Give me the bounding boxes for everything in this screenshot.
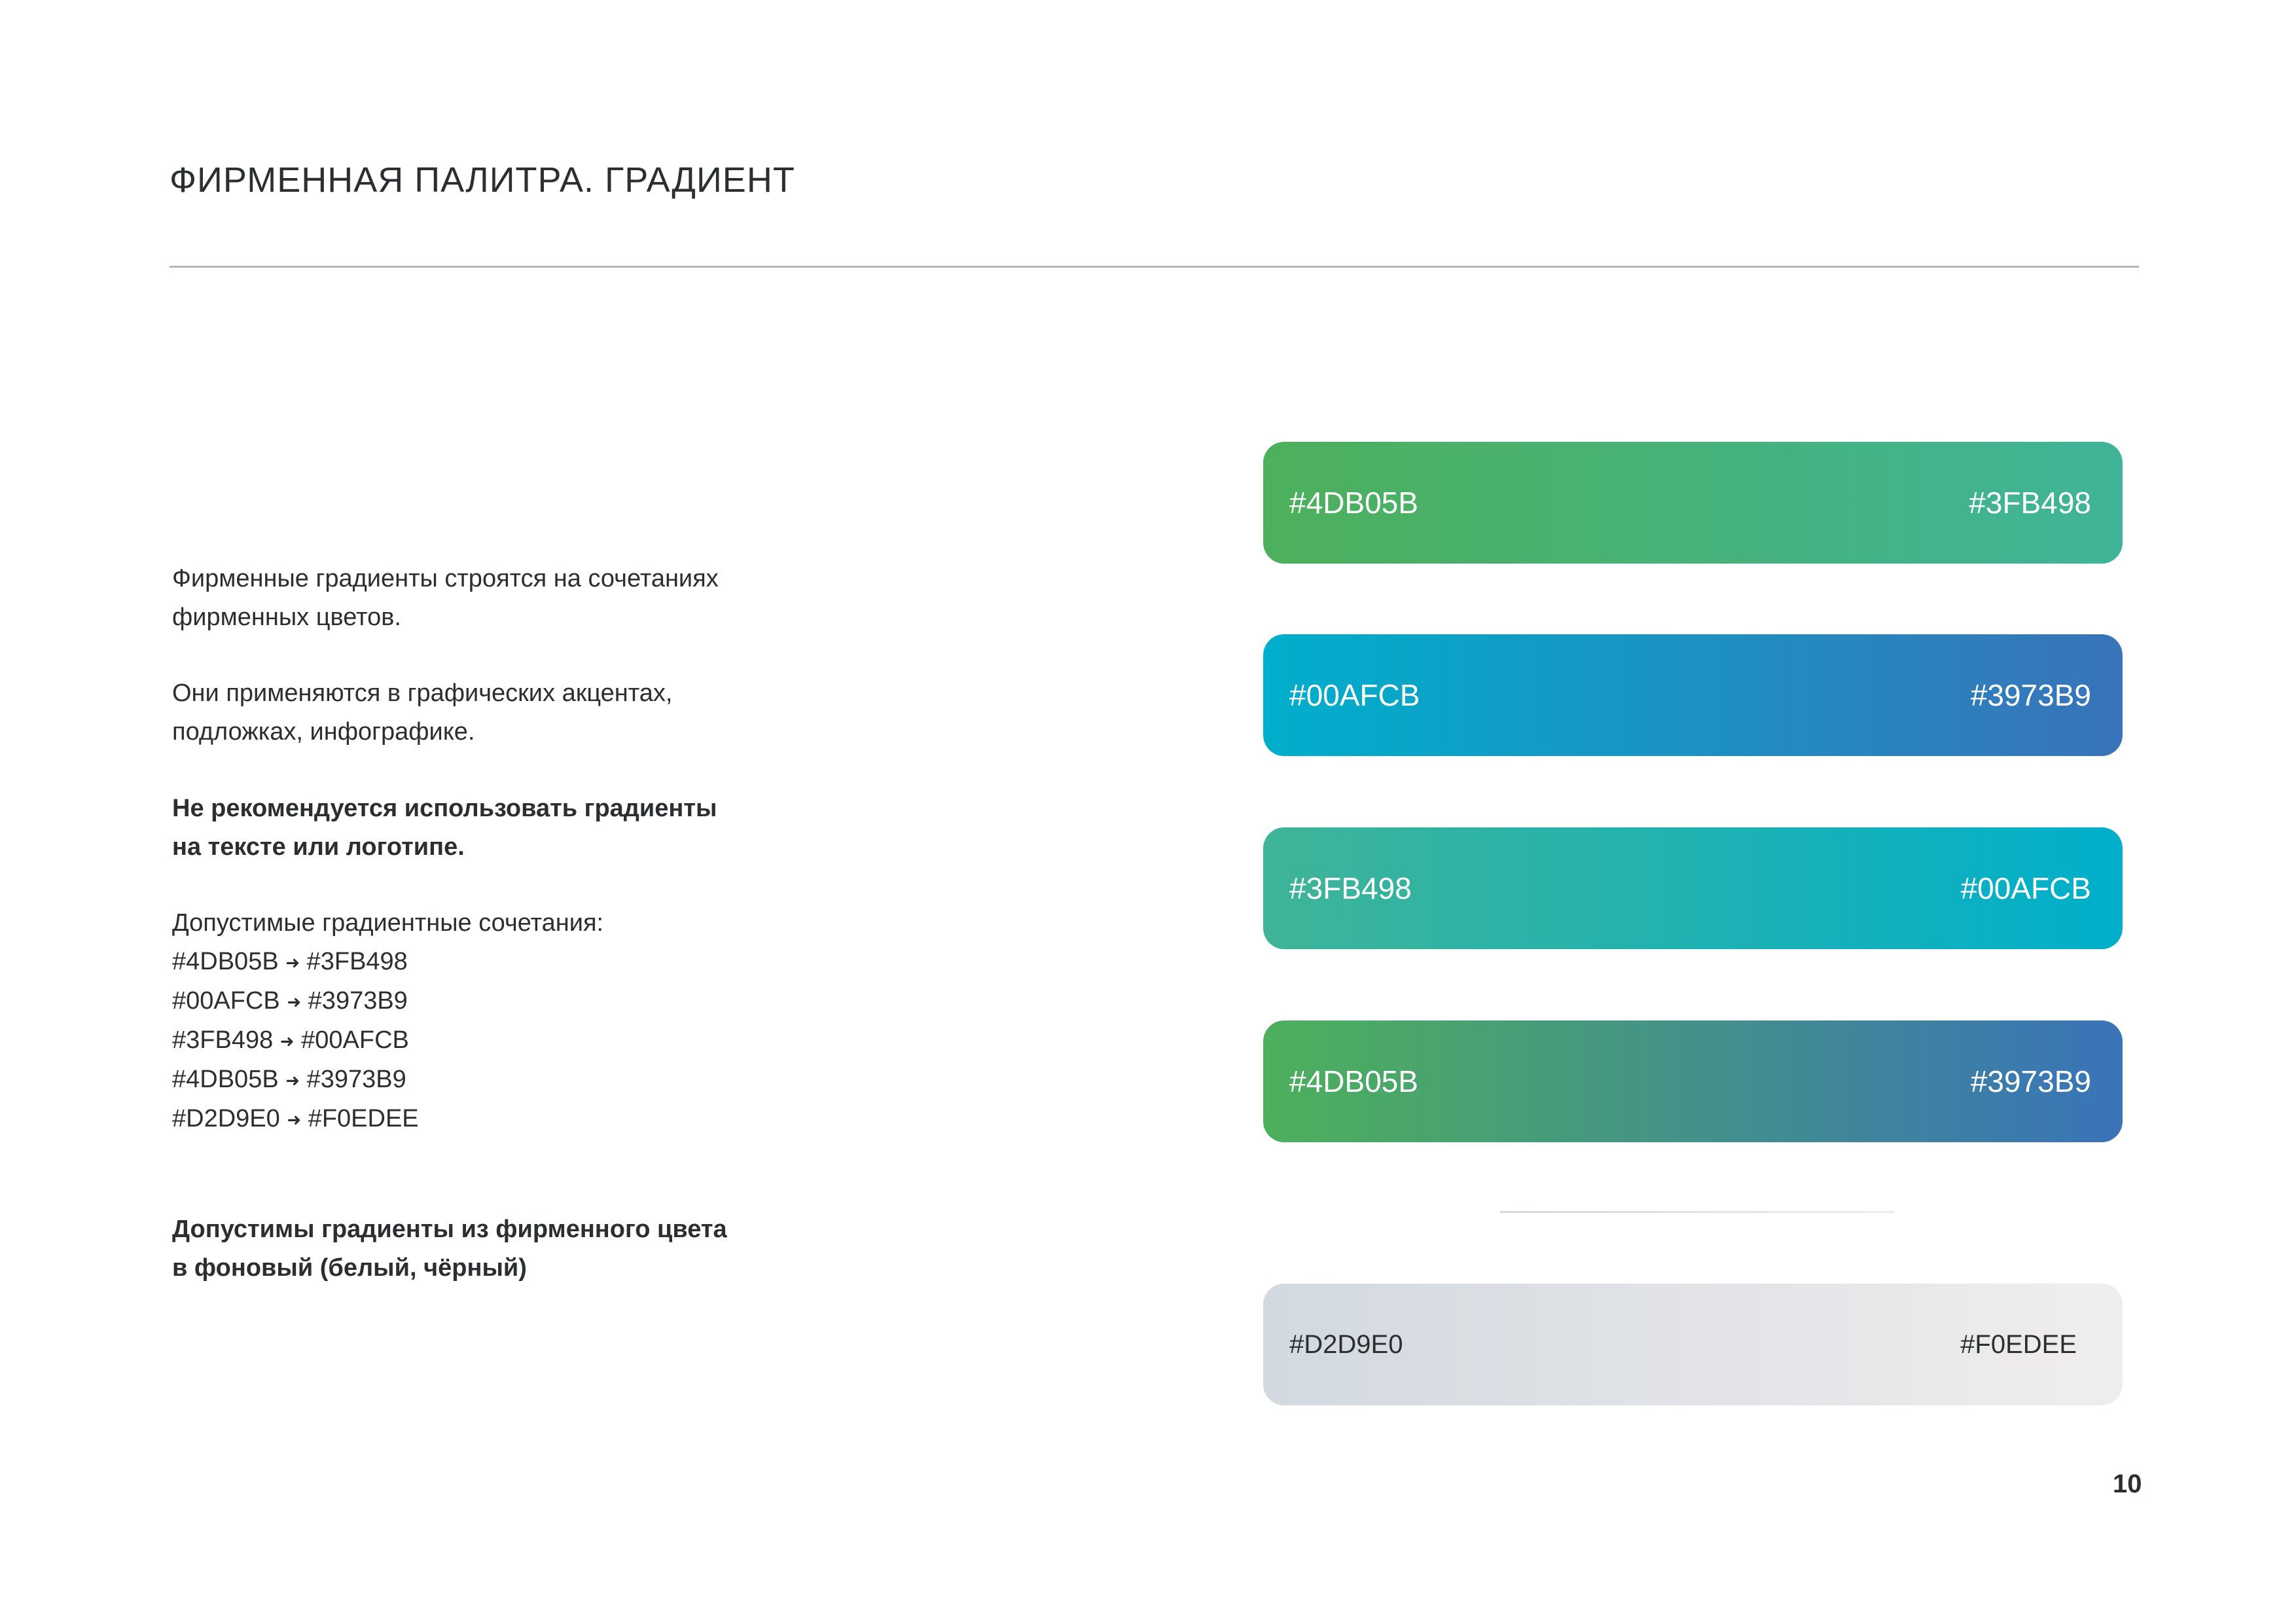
gradient-end-label: #3973B9 (1970, 678, 2091, 712)
color-to: #3FB498 (306, 947, 408, 975)
usage-paragraph: Они применяются в графических акцентах, … (172, 674, 827, 751)
color-to: #00AFCB (301, 1026, 409, 1054)
text-line: Не рекомендуется использовать градиенты (172, 795, 717, 822)
color-from: #4DB05B (172, 947, 279, 975)
text-line: Допустимы градиенты из фирменного цвета (172, 1216, 727, 1243)
color-from: #4DB05B (172, 1066, 279, 1094)
gradient-swatch: #3FB498 #00AFCB (1263, 827, 2123, 949)
combinations-label: Допустимые градиентные сочетания: (172, 909, 604, 937)
combination-item: #D2D9E0 ➜ #F0EDEE (172, 1100, 827, 1139)
gradient-start-label: #4DB05B (1289, 1064, 1418, 1098)
text-line: фирменных цветов. (172, 603, 401, 631)
intro-paragraph: Фирменные градиенты строятся на сочетани… (172, 560, 827, 636)
text-line: на тексте или логотипе. (172, 833, 465, 861)
arrow-right-icon: ➜ (287, 1110, 302, 1130)
gradient-start-label: #00AFCB (1289, 678, 1420, 712)
combinations-list: Допустимые градиентные сочетания: #4DB05… (172, 904, 827, 1140)
gradient-end-label: #00AFCB (1960, 871, 2091, 905)
color-to: #3973B9 (306, 1066, 406, 1094)
gradient-start-label: #3FB498 (1289, 871, 1412, 905)
text-line: подложках, инфографике. (172, 717, 475, 746)
color-to: #3973B9 (308, 986, 408, 1015)
color-from: #00AFCB (172, 986, 280, 1015)
gradient-swatch: #D2D9E0 #F0EDEE (1263, 1284, 2123, 1405)
arrow-right-icon: ➜ (279, 1031, 295, 1051)
arrow-right-icon: ➜ (285, 952, 300, 973)
gradient-start-label: #D2D9E0 (1289, 1329, 1403, 1359)
combination-item: #00AFCB ➜ #3973B9 (172, 982, 827, 1021)
arrow-right-icon: ➜ (287, 992, 302, 1012)
color-from: #D2D9E0 (172, 1105, 280, 1133)
warning-paragraph: Не рекомендуется использовать градиенты … (172, 789, 827, 866)
gradient-end-label: #3973B9 (1970, 1064, 2091, 1098)
page-title: ФИРМЕННАЯ ПАЛИТРА. ГРАДИЕНТ (170, 160, 795, 200)
separator-line (1500, 1211, 1895, 1213)
gradient-end-label: #F0EDEE (1960, 1329, 2077, 1359)
background-note: Допустимы градиенты из фирменного цвета … (172, 1210, 827, 1287)
text-line: Они применяются в графических акцентах, (172, 679, 673, 707)
gradient-swatch: #4DB05B #3FB498 (1263, 442, 2123, 564)
color-from: #3FB498 (172, 1026, 274, 1054)
combination-item: #4DB05B ➜ #3973B9 (172, 1060, 827, 1100)
gradient-end-label: #3FB498 (1969, 486, 2091, 520)
text-line: в фоновый (белый, чёрный) (172, 1254, 527, 1282)
gradient-swatch: #00AFCB #3973B9 (1263, 634, 2123, 756)
color-to: #F0EDEE (308, 1105, 419, 1133)
text-line: Фирменные градиенты строятся на сочетани… (172, 565, 719, 592)
gradient-start-label: #4DB05B (1289, 486, 1418, 520)
gradient-swatch: #4DB05B #3973B9 (1263, 1020, 2123, 1142)
arrow-right-icon: ➜ (285, 1070, 300, 1091)
page-number: 10 (2113, 1470, 2142, 1498)
combination-item: #4DB05B ➜ #3FB498 (172, 943, 827, 982)
combination-item: #3FB498 ➜ #00AFCB (172, 1021, 827, 1060)
title-divider (170, 266, 2139, 268)
